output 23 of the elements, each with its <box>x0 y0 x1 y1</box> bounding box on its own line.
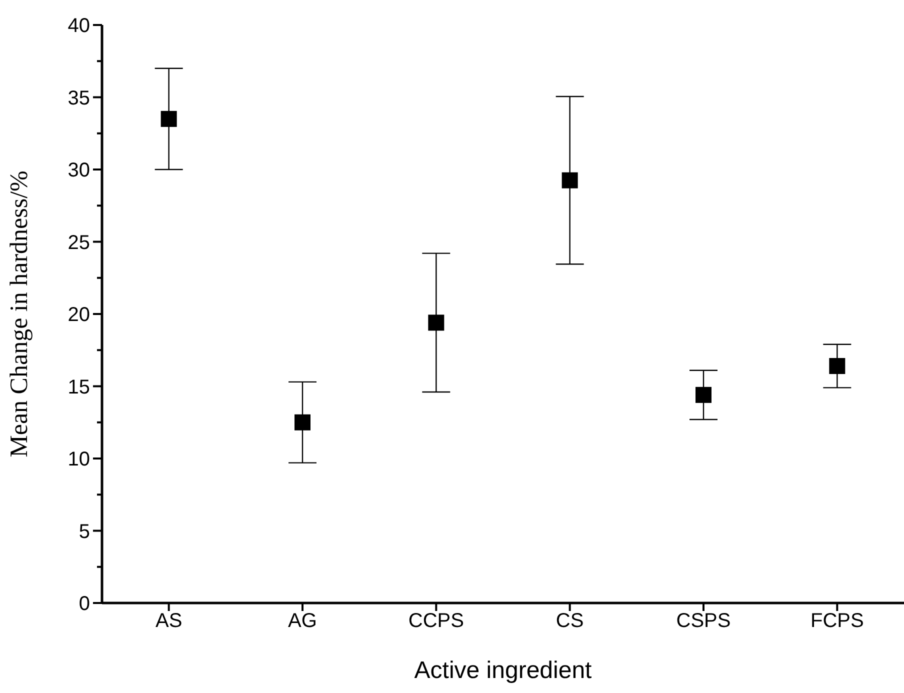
x-tick-label: CS <box>556 610 584 632</box>
y-tick-label: 35 <box>68 87 90 110</box>
y-tick-label: 30 <box>68 160 90 182</box>
y-tick-label: 0 <box>78 593 90 615</box>
point <box>696 386 712 403</box>
point <box>562 172 578 188</box>
y-tick-label: 10 <box>68 448 90 470</box>
point <box>428 314 444 331</box>
y-tick-label: 25 <box>68 232 90 254</box>
x-tick-label: AG <box>288 610 317 632</box>
point <box>160 110 177 127</box>
point <box>829 358 846 374</box>
x-tick-label: AS <box>155 610 182 632</box>
x-tick-label: CSPS <box>676 610 731 632</box>
x-tick-label: FCPS <box>810 610 864 632</box>
y-tick-label: 40 <box>68 15 90 37</box>
x-axis-title: Active ingredient <box>414 657 592 684</box>
x-tick-label: CCPS <box>408 610 464 632</box>
y-tick-label: 5 <box>78 520 90 543</box>
y-tick-label: 20 <box>68 304 90 326</box>
y-axis-title: Mean Change in hardness/% <box>6 170 33 458</box>
y-tick-label: 15 <box>68 376 90 398</box>
point <box>294 414 310 430</box>
